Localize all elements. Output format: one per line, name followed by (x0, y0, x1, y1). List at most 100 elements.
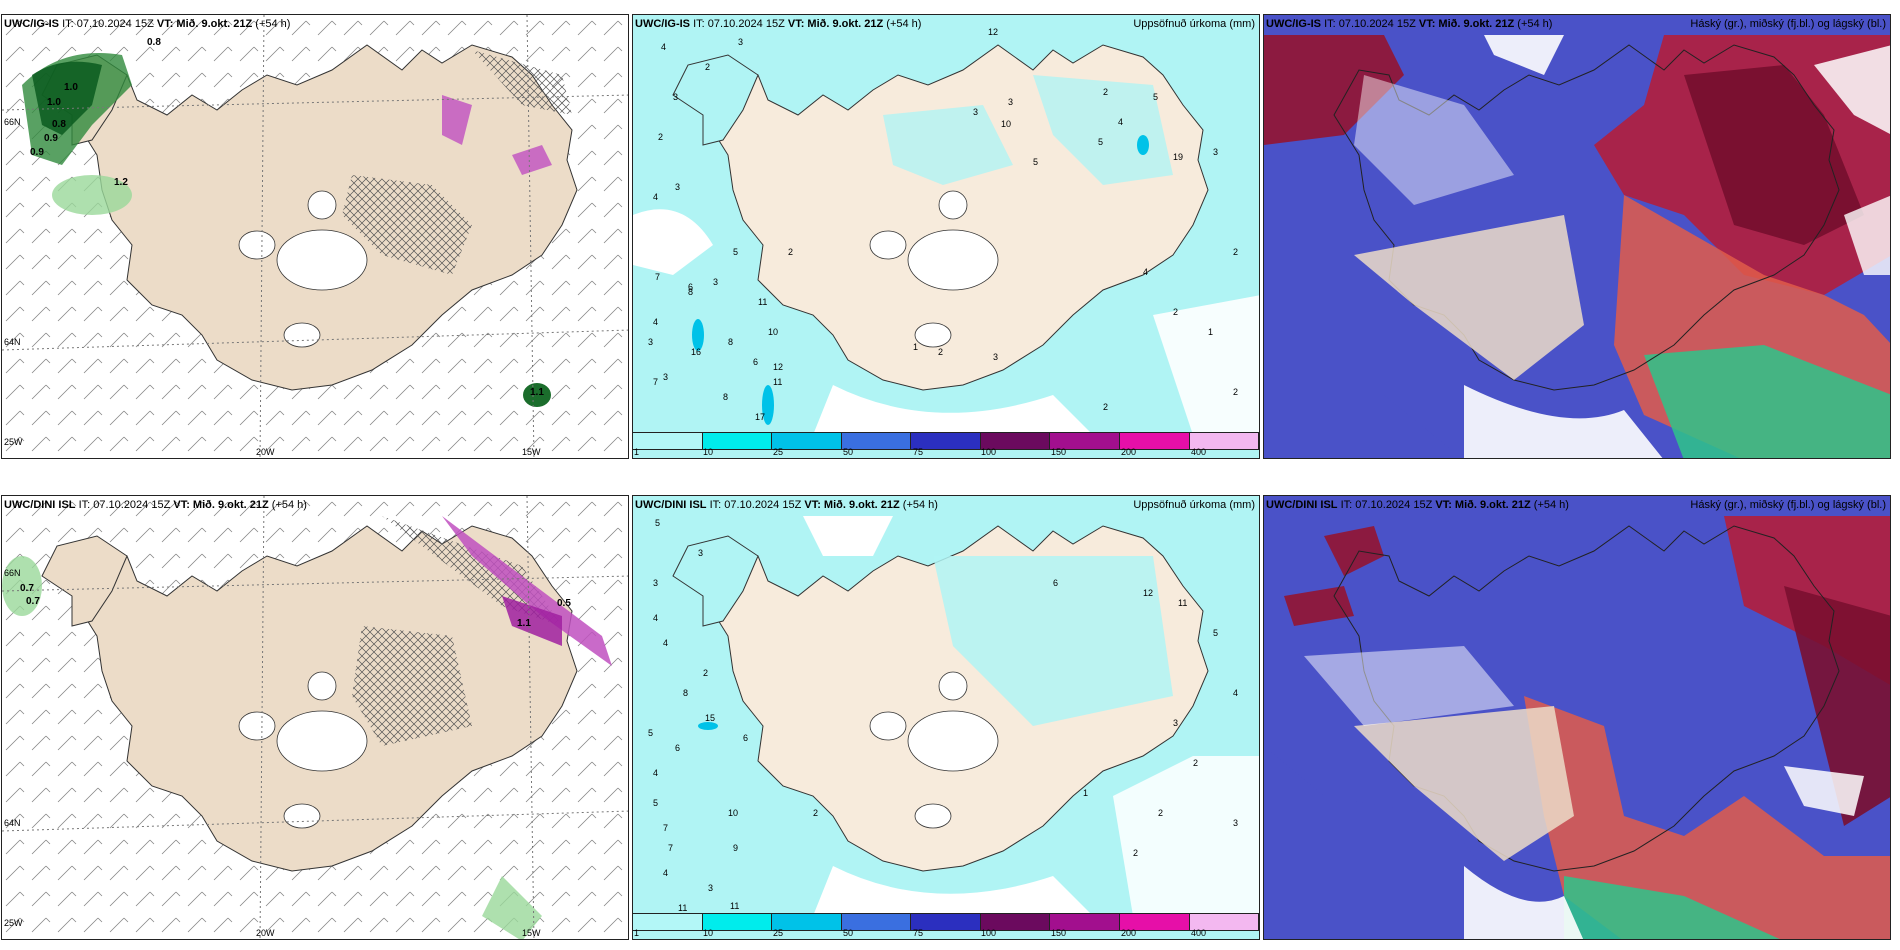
svg-text:2: 2 (1158, 808, 1163, 818)
svg-text:66N: 66N (4, 568, 21, 578)
svg-text:25W: 25W (4, 437, 23, 447)
svg-text:5: 5 (1033, 157, 1038, 167)
scale-swatch-6 (1050, 914, 1120, 930)
svg-text:10: 10 (728, 808, 738, 818)
svg-text:5: 5 (655, 518, 660, 528)
svg-text:3: 3 (1173, 718, 1178, 728)
precip-values: 4 3 2 3 2 4 3 7 6 3 5 12 3 10 3 5 2 4 3 … (648, 27, 1238, 422)
scale-swatch-2 (772, 433, 842, 449)
svg-text:3: 3 (1213, 147, 1218, 157)
panel-title: UWC/IG-IS IT: 07.10.2024 15Z VT: Mið. 9.… (4, 18, 291, 30)
scale-swatch-7 (1119, 914, 1190, 930)
svg-text:2: 2 (1233, 247, 1238, 257)
svg-text:8: 8 (723, 392, 728, 402)
scale-swatch-1 (702, 433, 773, 449)
svg-text:11: 11 (1178, 598, 1187, 608)
svg-text:2: 2 (1103, 87, 1108, 97)
svg-text:4: 4 (1143, 267, 1148, 277)
svg-text:1: 1 (1083, 788, 1088, 798)
svg-text:4: 4 (653, 613, 658, 623)
svg-text:8: 8 (728, 337, 733, 347)
svg-text:19: 19 (1173, 152, 1183, 162)
panel-bottom-left-wind-map: UWC/DINI ISL IT: 07.10.2024 15Z VT: Mið.… (1, 495, 629, 940)
svg-text:3: 3 (663, 372, 668, 382)
svg-text:7: 7 (653, 377, 658, 387)
svg-text:3: 3 (708, 883, 713, 893)
svg-text:0.5: 0.5 (557, 598, 571, 609)
svg-text:3: 3 (993, 352, 998, 362)
svg-text:3: 3 (648, 337, 653, 347)
svg-text:3: 3 (973, 107, 978, 117)
svg-text:0.8: 0.8 (52, 119, 66, 130)
svg-text:4: 4 (653, 317, 658, 327)
panel-top-right-cloud-map: UWC/IG-IS IT: 07.10.2024 15Z VT: Mið. 9.… (1263, 14, 1891, 459)
svg-text:20W: 20W (256, 928, 275, 938)
svg-text:64N: 64N (4, 818, 21, 828)
svg-text:2: 2 (813, 808, 818, 818)
panel-right-title: Háský (gr.), miðský (fj.bl.) og lágský (… (1690, 18, 1886, 30)
svg-text:7: 7 (668, 843, 673, 853)
panel-title: UWC/DINI ISL IT: 07.10.2024 15Z VT: Mið.… (635, 499, 938, 511)
panel-right-title: Uppsöfnuð úrkoma (mm) (1133, 18, 1255, 30)
svg-text:0.7: 0.7 (26, 596, 40, 607)
scale-swatch-5 (980, 914, 1051, 930)
svg-text:11: 11 (773, 377, 782, 387)
scale-swatch-3 (841, 914, 912, 930)
precip-color-scale: 1 10 25 50 75 100 150 200 400 (633, 432, 1259, 458)
panel-right-title: Uppsöfnuð úrkoma (mm) (1133, 499, 1255, 511)
svg-text:5: 5 (653, 798, 658, 808)
cloud-map-canvas (1264, 15, 1890, 458)
svg-text:15: 15 (705, 713, 715, 723)
svg-text:2: 2 (1173, 307, 1178, 317)
svg-text:4: 4 (663, 638, 668, 648)
svg-text:12: 12 (773, 362, 783, 372)
svg-text:5: 5 (1098, 137, 1103, 147)
svg-text:1.1: 1.1 (517, 618, 531, 629)
svg-text:12: 12 (988, 27, 998, 37)
svg-text:7: 7 (663, 823, 668, 833)
scale-swatch-1 (702, 914, 773, 930)
panel-bottom-right-cloud-map: UWC/DINI ISL IT: 07.10.2024 15Z VT: Mið.… (1263, 495, 1891, 940)
svg-text:4: 4 (653, 768, 658, 778)
svg-text:66N: 66N (4, 117, 21, 127)
svg-text:8: 8 (683, 688, 688, 698)
scale-swatch-2 (772, 914, 842, 930)
svg-text:0.9: 0.9 (44, 133, 58, 144)
precip-values: 5 3 3 4 4 2 8 6 4 5 15 6 5 7 10 7 9 4 3 … (648, 518, 1238, 913)
svg-text:8: 8 (688, 287, 693, 297)
svg-text:16: 16 (691, 347, 701, 357)
panel-top-middle-precip-map: UWC/IG-IS IT: 07.10.2024 15Z VT: Mið. 9.… (632, 14, 1260, 459)
svg-text:3: 3 (738, 37, 743, 47)
svg-text:5: 5 (1153, 92, 1158, 102)
panel-title: UWC/DINI ISL IT: 07.10.2024 15Z VT: Mið.… (4, 499, 307, 511)
panel-right-title: Háský (gr.), miðský (fj.bl.) og lágský (… (1690, 499, 1886, 511)
panel-title: UWC/DINI ISL IT: 07.10.2024 15Z VT: Mið.… (1266, 499, 1569, 511)
svg-text:1.2: 1.2 (114, 177, 128, 188)
svg-text:2: 2 (658, 132, 663, 142)
panel-title: UWC/IG-IS IT: 07.10.2024 15Z VT: Mið. 9.… (1266, 18, 1553, 30)
wind-map-canvas: 0.8 1.0 1.0 0.8 0.9 0.9 1.2 1.1 20W 15W … (2, 15, 628, 458)
panel-title: UWC/IG-IS IT: 07.10.2024 15Z VT: Mið. 9.… (635, 18, 922, 30)
scale-swatch-0 (633, 914, 703, 930)
svg-text:11: 11 (730, 901, 739, 911)
svg-text:6: 6 (753, 357, 758, 367)
scale-swatch-3 (841, 433, 912, 449)
svg-text:20W: 20W (256, 447, 275, 457)
svg-text:2: 2 (1103, 402, 1108, 412)
scale-swatch-0 (633, 433, 703, 449)
svg-text:3: 3 (1233, 818, 1238, 828)
panel-bottom-middle-precip-map: UWC/DINI ISL IT: 07.10.2024 15Z VT: Mið.… (632, 495, 1260, 940)
scale-swatch-8 (1189, 433, 1259, 449)
cloud-map-canvas (1264, 496, 1890, 939)
precip-map-canvas: 5 3 3 4 4 2 8 6 4 5 15 6 5 7 10 7 9 4 3 … (633, 496, 1259, 939)
svg-text:2: 2 (1133, 848, 1138, 858)
svg-text:2: 2 (938, 347, 943, 357)
wind-map-canvas: 0.7 0.7 0.5 1.1 20W 15W 25W 66N 64N (2, 496, 628, 939)
svg-text:3: 3 (713, 277, 718, 287)
svg-text:1: 1 (1208, 327, 1213, 337)
svg-text:5: 5 (648, 728, 653, 738)
svg-text:7: 7 (655, 272, 660, 282)
svg-text:2: 2 (705, 62, 710, 72)
svg-text:2: 2 (788, 247, 793, 257)
svg-text:4: 4 (663, 868, 668, 878)
